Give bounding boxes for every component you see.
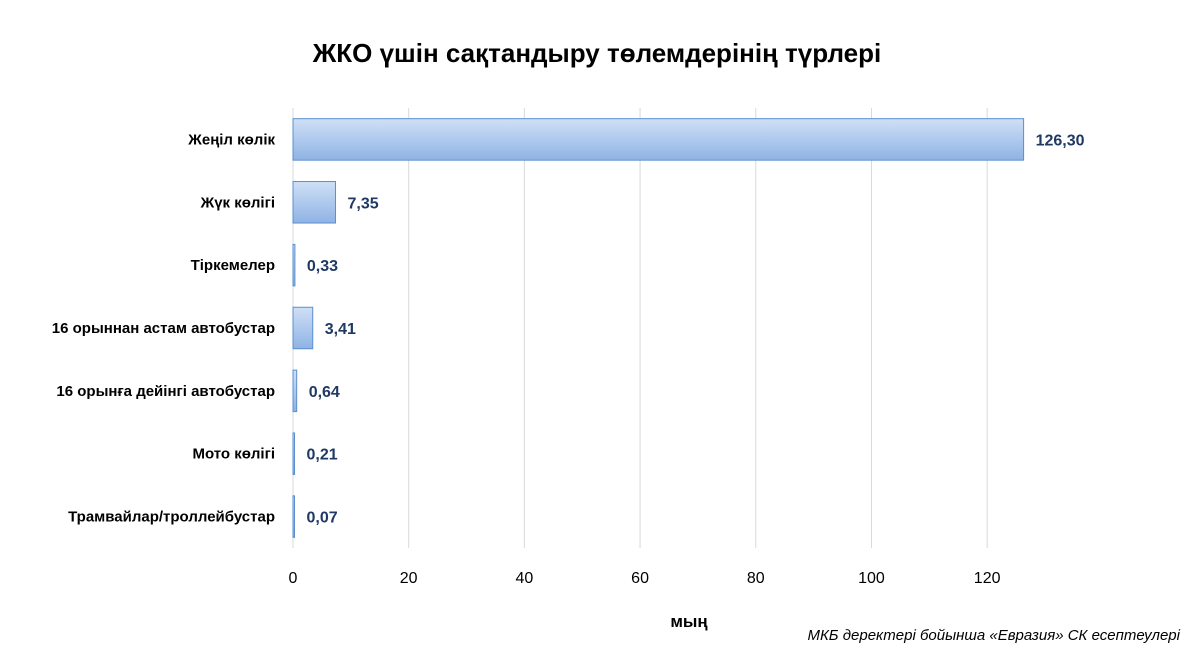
x-tick-label-0: 0 [289, 570, 298, 587]
category-label-3: Тіркемелер [191, 257, 275, 274]
bar-4 [292, 306, 314, 350]
data-label-6: 0,21 [307, 447, 338, 464]
data-label-1: 126,30 [1036, 132, 1085, 149]
data-labels: 126,30 7,35 0,33 3,41 0,64 0,21 0,07 [307, 132, 1085, 526]
x-tick-label-60: 60 [631, 570, 649, 587]
bars [292, 118, 1025, 538]
bar-6 [292, 432, 295, 475]
category-label-4: 16 орыннан астам автобустар [52, 320, 275, 337]
data-label-4: 3,41 [325, 321, 356, 338]
x-tick-label-120: 120 [974, 570, 1001, 587]
category-labels: Жеңіл көлік Жүк көлігі Тіркемелер 16 орынна… [52, 131, 276, 525]
bar-7 [292, 495, 295, 538]
data-label-5: 0,64 [309, 384, 340, 401]
source-note: МКБ деректері бойынша «Евразия» СК есепт… [807, 627, 1180, 644]
data-label-3: 0,33 [307, 258, 338, 275]
category-label-1: Жеңіл көлік [187, 131, 275, 148]
chart-title: ЖКО үшін сақтандыру төлемдерінің түрлері [312, 38, 881, 68]
bar-5 [292, 369, 298, 413]
bar-2 [292, 181, 337, 224]
data-label-7: 0,07 [307, 510, 338, 527]
x-tick-label-40: 40 [515, 570, 533, 587]
bar-3 [292, 243, 296, 287]
x-tick-label-80: 80 [747, 570, 765, 587]
category-label-5: 16 орынға дейінгі автобустар [56, 383, 275, 400]
bar-1 [292, 118, 1025, 161]
x-axis-label: мың [670, 612, 708, 631]
category-label-7: Трамвайлар/троллейбустар [68, 509, 275, 526]
x-tick-labels: 0 20 40 60 80 100 120 [289, 570, 1001, 587]
gridlines [292, 108, 988, 548]
data-label-2: 7,35 [348, 195, 379, 212]
x-tick-label-100: 100 [858, 570, 885, 587]
x-tick-label-20: 20 [400, 570, 418, 587]
category-label-6: Мото көлігі [192, 446, 275, 463]
category-label-2: Жүк көлігі [200, 194, 275, 211]
